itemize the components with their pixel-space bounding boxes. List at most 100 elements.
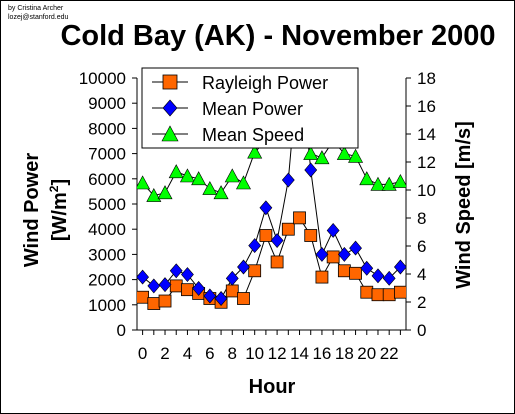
rayleigh-power-marker <box>326 250 340 264</box>
rayleigh-power-marker <box>270 255 284 269</box>
mean-speed-marker <box>392 173 406 188</box>
x-axis-label: Hour <box>249 376 296 398</box>
rayleigh-power-marker <box>371 288 385 302</box>
y-left-tick-label: 4000 <box>88 220 126 239</box>
x-tick-label: 6 <box>205 344 214 363</box>
credit-author: by Cristina Archer <box>8 5 64 12</box>
mean-power-marker <box>214 291 228 306</box>
mean-speed-marker <box>168 164 184 179</box>
mean-speed-marker <box>314 150 330 165</box>
x-tick-label: 22 <box>380 344 399 363</box>
mean-speed-marker <box>336 145 352 160</box>
rayleigh-power-marker <box>137 290 150 304</box>
y-right-tick-label: 12 <box>417 153 436 172</box>
mean-power-marker <box>270 233 284 249</box>
x-tick-label: 4 <box>183 344 192 363</box>
rayleigh-power-marker <box>181 283 194 297</box>
y-axis-left-label-main: Wind Power <box>21 153 43 267</box>
y-left-tick-label: 1000 <box>88 296 126 315</box>
y-left-tick-label: 3000 <box>88 245 126 264</box>
y-axis-left-unit-close: ] <box>49 179 71 186</box>
mean-power-marker <box>169 263 183 279</box>
mean-power-marker <box>158 277 172 293</box>
mean-power-marker <box>337 246 351 262</box>
chart-title: Cold Bay (AK) - November 2000 <box>60 20 495 52</box>
mean-speed-marker <box>202 180 218 195</box>
y-right-tick-label: 6 <box>417 237 426 256</box>
x-tick-label: 20 <box>357 344 376 363</box>
legend-square-icon <box>162 74 178 90</box>
rayleigh-power-marker <box>281 222 295 236</box>
mean-speed-marker <box>348 148 364 163</box>
y-left-tick-label: 8000 <box>88 119 126 138</box>
x-tick-label: 0 <box>138 344 147 363</box>
x-tick-label: 16 <box>312 344 331 363</box>
x-tick-label: 2 <box>160 344 169 363</box>
mean-speed-marker <box>213 185 229 200</box>
mean-speed-marker <box>224 168 240 183</box>
rayleigh-power-marker <box>158 294 172 308</box>
rayleigh-power-marker <box>337 264 351 278</box>
mean-power-marker <box>382 270 396 286</box>
rayleigh-power-marker <box>360 285 374 299</box>
y-left-tick-label: 5000 <box>88 195 126 214</box>
y-right-tick-label: 18 <box>417 69 436 88</box>
x-tick-label: 14 <box>290 344 309 363</box>
y-axis-left-unit-open: [W/m <box>49 192 71 241</box>
x-tick-label: 12 <box>268 344 287 363</box>
mean-power-marker <box>237 259 250 275</box>
mean-speed-marker <box>235 175 251 190</box>
mean-speed-marker <box>247 144 263 159</box>
mean-speed-marker <box>359 171 375 186</box>
mean-power-marker <box>248 238 262 254</box>
y-left-tick-label: 6000 <box>88 170 126 189</box>
mean-power-marker <box>315 246 329 262</box>
rayleigh-power-marker <box>259 229 273 242</box>
mean-power-marker <box>394 259 406 275</box>
rayleigh-power-marker <box>315 270 329 284</box>
rayleigh-power-marker <box>225 284 239 298</box>
mean-power-marker <box>259 200 273 216</box>
legend-label: Mean Power <box>202 99 303 119</box>
mean-power-marker <box>326 222 340 238</box>
y-right-tick-label: 10 <box>417 181 436 200</box>
mean-power-marker <box>137 269 149 285</box>
y-right-tick-label: 16 <box>417 97 436 116</box>
mean-power-marker <box>225 270 239 286</box>
y-axis-right-label: Wind Speed [m/s] <box>453 121 475 289</box>
mean-power-marker <box>304 162 318 178</box>
mean-power-marker <box>147 278 161 294</box>
legend-label: Rayleigh Power <box>202 73 328 93</box>
mean-power-marker <box>349 240 362 256</box>
y-axis-left-unit: [W/m2] <box>47 179 71 241</box>
legend-triangle-icon <box>161 125 179 142</box>
mean-power-marker <box>281 172 295 188</box>
rayleigh-power-marker <box>304 229 318 242</box>
mean-power-marker <box>192 280 206 296</box>
rayleigh-power-marker <box>382 288 396 302</box>
rayleigh-power-marker <box>248 264 262 278</box>
mean-speed-marker <box>179 168 195 183</box>
mean-speed-marker <box>157 185 173 200</box>
rayleigh-power-marker <box>147 297 161 310</box>
y-left-tick-label: 0 <box>117 321 126 340</box>
mean-speed-marker <box>303 145 319 160</box>
x-tick-label: 10 <box>245 344 264 363</box>
mean-power-marker <box>371 268 385 284</box>
mean-power-marker <box>360 260 374 276</box>
mean-speed-marker <box>146 187 162 202</box>
y-left-tick-label: 9000 <box>88 94 126 113</box>
mean-power-marker <box>181 267 194 283</box>
mean-speed-marker <box>137 175 151 190</box>
legend-label: Mean Speed <box>202 125 304 145</box>
y-right-tick-label: 2 <box>417 293 426 312</box>
y-right-tick-label: 14 <box>417 125 436 144</box>
y-left-tick-label: 7000 <box>88 145 126 164</box>
y-right-tick-label: 0 <box>417 321 426 340</box>
y-right-tick-label: 4 <box>417 265 426 284</box>
credit-email: lozej@stanford.edu <box>8 14 69 21</box>
mean-speed-marker <box>381 176 397 191</box>
y-axis-left-unit-sup: 2 <box>47 185 61 192</box>
y-axis-left-label: Wind Power <box>21 153 43 267</box>
y-left-tick-label: 10000 <box>79 69 126 88</box>
